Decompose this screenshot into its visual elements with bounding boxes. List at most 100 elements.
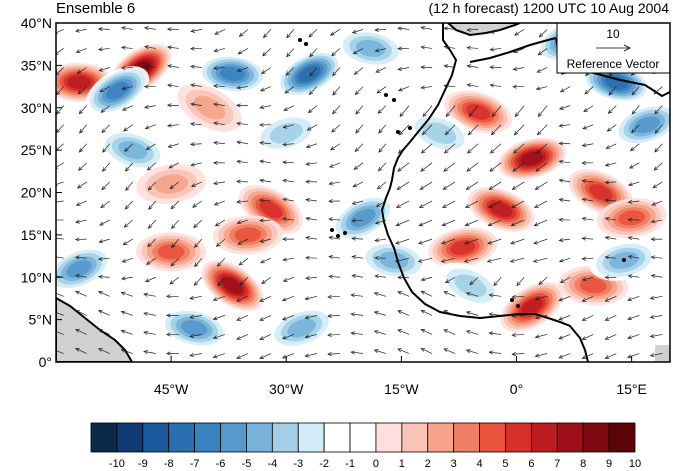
wind-vector: [468, 105, 479, 118]
wind-vector: [558, 217, 571, 222]
colorbar-swatch: [479, 422, 506, 453]
wind-vector: [56, 217, 64, 222]
wind-vector: [236, 315, 249, 321]
wind-vector: [190, 83, 202, 88]
wind-vector: [259, 198, 271, 203]
wind-vector: [558, 295, 571, 302]
anomaly-blob: [66, 259, 92, 278]
wind-vector: [121, 257, 133, 263]
anomaly-blob: [269, 122, 303, 144]
wind-vector: [305, 236, 318, 241]
wind-vector: [56, 329, 64, 335]
wind-vector: [654, 124, 663, 134]
wind-vector: [351, 29, 364, 34]
wind-vector: [75, 309, 87, 316]
wind-vector: [121, 26, 133, 31]
wind-vector: [189, 333, 202, 338]
lat-label: 10°N: [21, 269, 52, 285]
wind-vector: [166, 103, 179, 108]
reference-vector-value: 10: [606, 27, 620, 41]
wind-vector: [374, 274, 387, 279]
wind-vector: [417, 257, 433, 263]
wind-vector: [631, 105, 640, 115]
wind-vector: [630, 143, 640, 152]
wind-vector: [350, 293, 364, 298]
wind-vector: [465, 200, 479, 208]
wind-vector: [604, 216, 617, 221]
wind-vector: [307, 105, 318, 114]
wind-vector: [627, 353, 640, 359]
colorbar-swatch: [271, 422, 299, 453]
wind-vector: [377, 162, 387, 172]
wind-vector: [604, 315, 617, 321]
wind-vector: [649, 295, 663, 300]
wind-vector: [606, 124, 617, 132]
colorbar-label: 7: [554, 458, 560, 470]
wind-vector: [237, 238, 249, 245]
longitude-ticks: 45°W 30°W 15°W 0° 15°E: [154, 356, 647, 397]
wind-vector: [329, 162, 341, 168]
colorbar-swatch: [427, 422, 455, 453]
colorbar-label: -10: [109, 458, 125, 470]
wind-vector: [396, 181, 410, 190]
wind-vector: [262, 48, 272, 57]
wind-vector: [355, 124, 364, 134]
colorbar-label: -2: [319, 458, 329, 470]
wind-vector: [653, 86, 663, 95]
wind-vector: [98, 310, 110, 316]
wind-vector: [466, 45, 479, 50]
wind-vector: [534, 315, 548, 320]
wind-vector: [327, 313, 340, 318]
wind-vector: [330, 29, 341, 36]
wind-vector: [652, 181, 663, 189]
wind-vector: [373, 291, 387, 297]
wind-vector: [236, 179, 248, 184]
wind-vector: [581, 256, 594, 261]
colorbar: -10 -9 -8 -7 -6 -5 -4 -3 -2 -1 0 1 2 3 4 5 6 7 8 9 10: [90, 422, 641, 470]
wind-vector: [122, 238, 133, 246]
plot-title-left: Ensemble 6: [56, 0, 136, 17]
wind-vector: [121, 105, 133, 111]
wind-vector: [259, 140, 271, 146]
wind-vector: [466, 27, 479, 32]
wind-vector: [512, 162, 525, 172]
wind-vector: [236, 67, 248, 72]
lon-label: 15°E: [616, 381, 647, 397]
wind-vector: [608, 86, 617, 96]
wind-vector: [305, 216, 318, 221]
wind-vector: [558, 123, 571, 128]
wind-vector: [282, 142, 294, 147]
wind-vector: [489, 65, 502, 70]
wind-vector: [194, 238, 203, 248]
wind-vector: [120, 291, 133, 297]
wind-vector: [144, 64, 156, 69]
wind-vector: [332, 105, 341, 115]
wind-vector: [440, 257, 456, 263]
wind-vector: [193, 219, 203, 229]
wind-vector: [282, 124, 295, 129]
wind-vector: [535, 162, 548, 172]
wind-vector: [397, 162, 410, 172]
wind-vector: [420, 309, 433, 316]
wind-vector: [101, 124, 110, 134]
colorbar-label: 5: [502, 458, 508, 470]
wind-vector: [443, 64, 456, 69]
wind-vector: [353, 162, 364, 170]
africa-south-corner: [655, 345, 670, 362]
colorbar-label: 8: [580, 458, 586, 470]
wind-vector: [165, 313, 179, 318]
wind-vector: [75, 219, 87, 224]
wind-vector: [487, 219, 502, 227]
wind-vector: [397, 348, 410, 354]
wind-vector: [236, 295, 249, 302]
wind-vector: [75, 329, 87, 335]
wind-vector: [422, 105, 433, 118]
wind-vector: [123, 219, 133, 228]
wind-vector: [304, 295, 318, 301]
colorbar-label: 4: [477, 458, 483, 470]
wind-vector: [420, 348, 433, 354]
wind-vector: [145, 143, 156, 150]
wind-vector: [99, 86, 110, 93]
wind-vector: [259, 178, 271, 183]
